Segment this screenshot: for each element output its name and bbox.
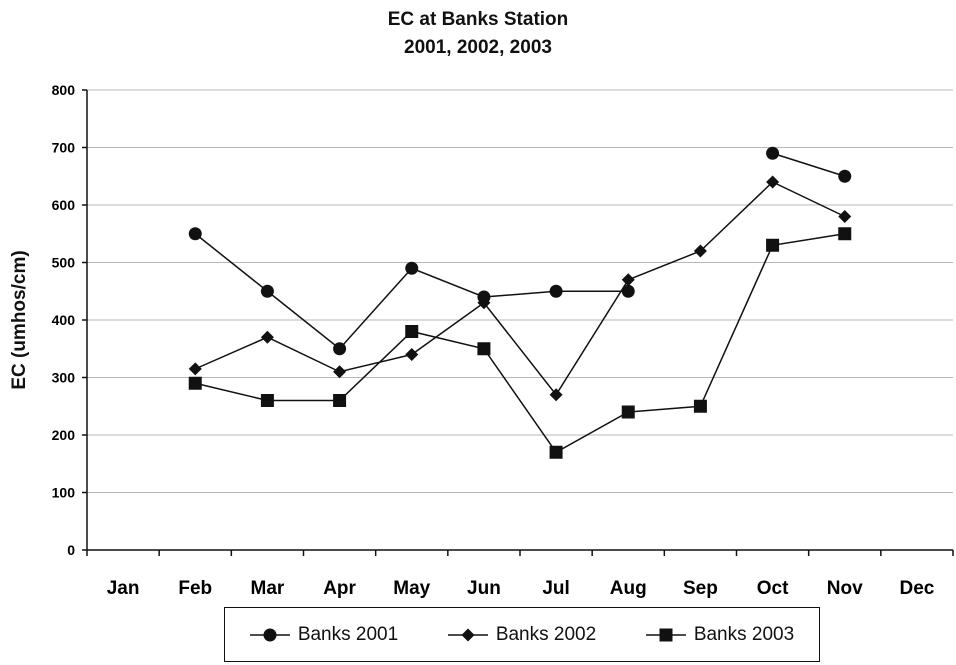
legend-label: Banks 2003 bbox=[693, 623, 795, 645]
data-point-diamond bbox=[477, 296, 491, 310]
data-point-circle bbox=[333, 342, 347, 356]
x-tick-label: May bbox=[393, 578, 430, 599]
y-tick-label: 200 bbox=[52, 427, 76, 443]
chart-title: EC at Banks Station bbox=[387, 9, 569, 30]
legend-marker bbox=[263, 628, 277, 641]
y-tick-label: 600 bbox=[52, 197, 76, 213]
data-point-square bbox=[838, 227, 852, 241]
y-tick-label: 0 bbox=[67, 542, 75, 558]
legend-label: Banks 2001 bbox=[297, 623, 399, 645]
data-point-diamond bbox=[405, 348, 419, 361]
data-point-circle bbox=[766, 146, 780, 160]
x-tick-label: Jan bbox=[107, 578, 140, 599]
y-tick-label: 700 bbox=[52, 140, 76, 156]
legend-item: Banks 2001 bbox=[249, 623, 399, 646]
data-point-diamond bbox=[549, 388, 563, 402]
x-tick-label: Oct bbox=[757, 578, 789, 599]
x-tick-label: Mar bbox=[251, 578, 285, 599]
series-line-1 bbox=[772, 152, 845, 177]
data-point-square bbox=[621, 405, 635, 419]
circle-legend-icon bbox=[249, 628, 290, 641]
series-line-2 bbox=[194, 181, 846, 397]
data-point-square bbox=[333, 394, 347, 407]
legend-marker bbox=[659, 628, 673, 641]
data-point-square bbox=[405, 325, 419, 338]
x-tick-label: Apr bbox=[323, 578, 356, 599]
x-tick-label: Nov bbox=[827, 578, 863, 599]
legend: Banks 2001 Banks 2002 Banks 2003 bbox=[224, 607, 820, 662]
legend-label: Banks 2002 bbox=[495, 623, 597, 645]
y-tick-label: 100 bbox=[52, 485, 76, 501]
x-tick-label: Feb bbox=[178, 578, 212, 599]
data-point-circle bbox=[549, 284, 563, 298]
legend-item: Banks 2002 bbox=[447, 623, 597, 646]
data-point-diamond bbox=[766, 175, 780, 189]
series-line-3 bbox=[195, 233, 845, 454]
chart-title-block: EC at Banks Station 2001, 2002, 2003 bbox=[0, 6, 956, 62]
x-tick-label: Jun bbox=[467, 578, 501, 599]
data-point-circle bbox=[260, 284, 274, 298]
data-point-circle bbox=[405, 261, 419, 275]
data-point-circle bbox=[838, 169, 852, 183]
data-point-square bbox=[477, 342, 491, 356]
data-point-diamond bbox=[621, 273, 635, 287]
y-tick-label: 800 bbox=[52, 82, 76, 98]
data-point-square bbox=[549, 445, 563, 459]
data-point-circle bbox=[188, 227, 202, 241]
chart-subtitle: 2001, 2002, 2003 bbox=[404, 37, 552, 58]
legend-item: Banks 2003 bbox=[645, 623, 795, 646]
x-tick-label: Sep bbox=[683, 578, 718, 599]
diamond-legend-icon bbox=[447, 628, 488, 641]
x-tick-label: Aug bbox=[610, 578, 647, 599]
x-tick-label: Jul bbox=[542, 578, 569, 599]
data-point-square bbox=[693, 399, 707, 413]
x-tick-label: Dec bbox=[899, 578, 934, 599]
data-point-diamond bbox=[838, 210, 852, 223]
data-point-square bbox=[260, 394, 274, 407]
y-tick-label: 500 bbox=[52, 255, 76, 271]
y-tick-label: 400 bbox=[52, 312, 76, 328]
data-point-diamond bbox=[260, 330, 274, 344]
square-legend-icon bbox=[645, 628, 686, 641]
data-point-circle bbox=[621, 284, 635, 298]
data-point-square bbox=[188, 376, 202, 390]
data-point-diamond bbox=[333, 365, 347, 379]
data-point-diamond bbox=[188, 362, 202, 376]
data-point-diamond bbox=[693, 244, 707, 258]
data-point-square bbox=[766, 238, 780, 252]
y-tick-label: 300 bbox=[52, 370, 76, 386]
legend-marker bbox=[461, 628, 475, 641]
